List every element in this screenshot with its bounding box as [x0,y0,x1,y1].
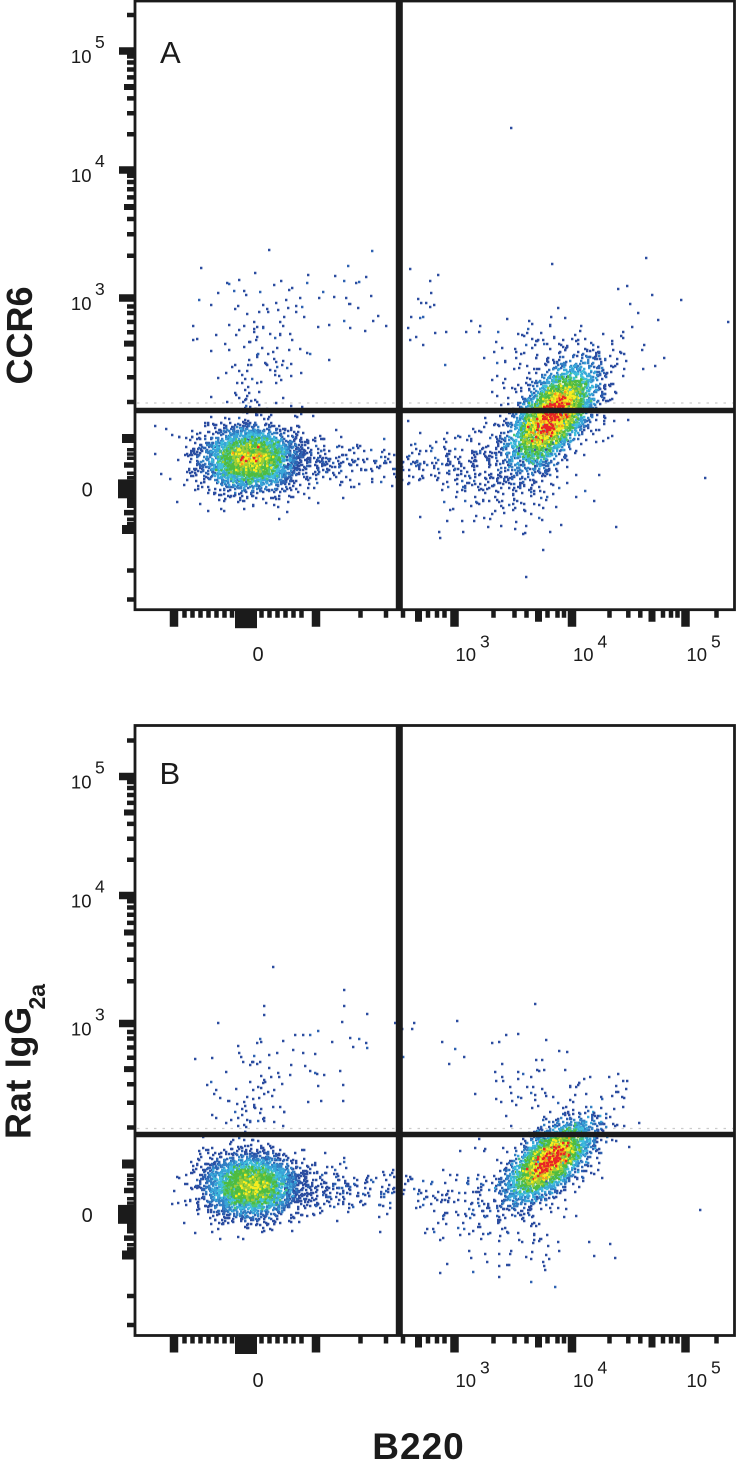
svg-text:10: 10 [687,644,708,665]
svg-text:B220: B220 [372,1426,464,1467]
svg-text:10: 10 [71,165,92,186]
svg-text:5: 5 [711,1358,721,1378]
svg-text:10: 10 [573,644,594,665]
svg-text:10: 10 [456,1370,477,1391]
svg-text:4: 4 [95,151,105,171]
svg-text:4: 4 [598,632,608,652]
svg-text:0: 0 [252,644,263,666]
svg-text:0: 0 [82,479,93,501]
svg-text:A: A [160,35,181,70]
svg-text:5: 5 [711,632,721,652]
svg-text:3: 3 [95,279,105,299]
svg-text:4: 4 [598,1358,608,1378]
svg-text:10: 10 [71,891,92,912]
svg-text:10: 10 [71,46,92,67]
svg-text:0: 0 [82,1205,93,1227]
svg-text:10: 10 [71,1019,92,1040]
svg-text:3: 3 [95,1005,105,1025]
svg-text:2a: 2a [24,984,50,1010]
svg-text:B: B [160,756,181,791]
svg-text:CCR6: CCR6 [0,286,40,384]
svg-text:10: 10 [456,644,477,665]
svg-text:10: 10 [71,772,92,793]
svg-text:5: 5 [95,758,105,778]
svg-text:0: 0 [252,1370,263,1392]
svg-text:10: 10 [573,1370,594,1391]
svg-text:3: 3 [480,1358,490,1378]
svg-text:3: 3 [480,632,490,652]
svg-text:4: 4 [95,877,105,897]
svg-text:5: 5 [95,32,105,52]
svg-text:Rat IgG: Rat IgG [0,1006,39,1139]
svg-text:10: 10 [687,1370,708,1391]
svg-text:10: 10 [71,293,92,314]
